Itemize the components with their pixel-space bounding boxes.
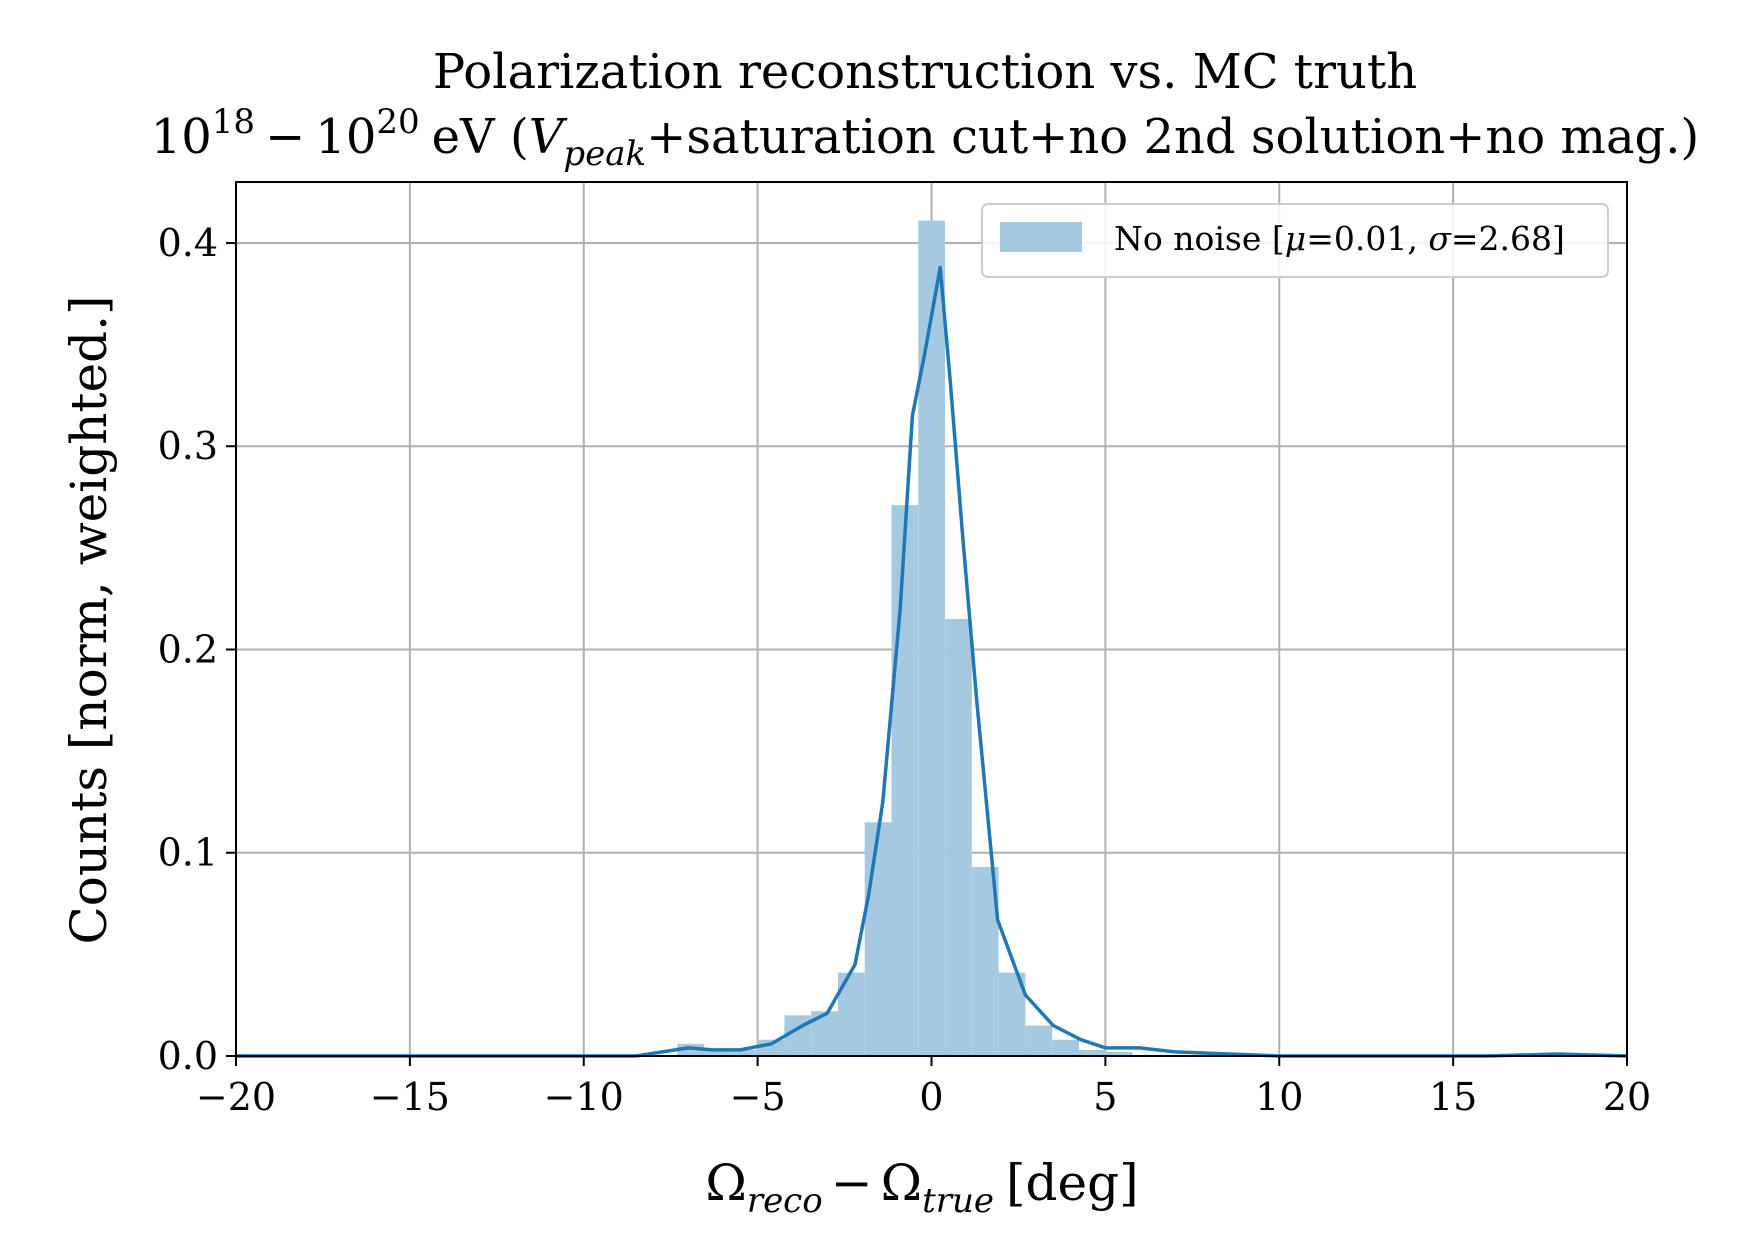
x-tick-label-4: 0	[919, 1075, 943, 1119]
x-label-symbol-b: Ω	[881, 1154, 922, 1212]
histogram-bar-2	[730, 1049, 758, 1056]
legend-label-prefix: No noise [	[1114, 219, 1285, 258]
y-tick-label-3: 0.3	[158, 424, 218, 468]
subtitle-v-symbol: V	[529, 109, 568, 165]
x-tick-label-0: −20	[196, 1075, 276, 1119]
subtitle-dash: −	[265, 109, 305, 165]
x-label-sub-a: reco	[747, 1181, 823, 1221]
x-axis-label: Ωreco − Ωtrue [deg]	[705, 1154, 1138, 1221]
histogram-bar-14	[1052, 1039, 1079, 1056]
x-tick-label-1: −15	[370, 1075, 450, 1119]
subtitle-rest: +saturation cut+no 2nd solution+no mag.)	[646, 109, 1699, 165]
histogram-bar-8	[891, 505, 919, 1056]
histogram-bar-13	[1025, 1025, 1053, 1056]
legend-mu-symbol: μ	[1285, 219, 1306, 258]
x-tick-label-5: 5	[1093, 1075, 1117, 1119]
legend-box	[981, 203, 1609, 278]
y-tick-label-0: 0.0	[158, 1034, 218, 1078]
y-tick-label-1: 0.1	[158, 831, 218, 875]
x-label-unit: [deg]	[1006, 1154, 1139, 1212]
x-tick-label-8: 20	[1603, 1075, 1651, 1119]
histogram-bar-1	[704, 1049, 731, 1056]
plot-area: −20 −15 −10 −5 0 5 10 15 20 0.0 0.1 0.2 0.3 0.4	[158, 181, 1652, 1119]
y-tick-label-2: 0.2	[158, 627, 218, 671]
histogram-bar-7	[864, 822, 892, 1056]
subtitle-energy-base-high: 10	[315, 109, 376, 165]
subtitle-energy-exp-low: 18	[212, 102, 255, 142]
histogram-bar-16	[1105, 1051, 1133, 1056]
subtitle-energy-base-low: 10	[151, 109, 212, 165]
legend-sigma-symbol: σ	[1428, 219, 1452, 258]
x-tick-label-2: −10	[544, 1075, 624, 1119]
legend-label: No noise [μ=0.01, σ=2.68]	[1114, 219, 1565, 258]
histogram-bar-10	[945, 619, 972, 1056]
subtitle-unit-open: eV (	[432, 109, 529, 165]
legend: No noise [μ=0.01, σ=2.68]	[981, 203, 1609, 278]
legend-sigma-text: =2.68]	[1451, 219, 1565, 258]
chart-subtitle: 1018−1020 eV (Vpeak+saturation cut+no 2nd…	[151, 102, 1700, 174]
x-label-sub-b: true	[922, 1181, 994, 1221]
histogram-bars	[677, 220, 1133, 1057]
x-tick-label-6: 10	[1255, 1075, 1303, 1119]
x-label-symbol-a: Ω	[705, 1154, 746, 1212]
x-tick-label-7: 15	[1429, 1075, 1477, 1119]
legend-swatch	[1000, 222, 1082, 252]
histogram-bar-9	[918, 220, 946, 1057]
axis-ticks: −20 −15 −10 −5 0 5 10 15 20 0.0 0.1 0.2 0.3 0.4	[158, 221, 1652, 1119]
distribution-curve	[236, 265, 1628, 1058]
subtitle-v-subscript: peak	[563, 134, 646, 174]
x-label-minus: −	[831, 1154, 873, 1212]
chart-title: Polarization reconstruction vs. MC truth	[433, 44, 1417, 100]
y-tick-label-4: 0.4	[158, 221, 218, 265]
legend-mu-text: =0.01,	[1306, 219, 1428, 258]
x-tick-label-3: −5	[730, 1075, 786, 1119]
subtitle-energy-exp-high: 20	[376, 102, 419, 142]
y-axis-label: Counts [norm, weighted.]	[60, 296, 118, 945]
histogram-bar-15	[1078, 1049, 1106, 1056]
